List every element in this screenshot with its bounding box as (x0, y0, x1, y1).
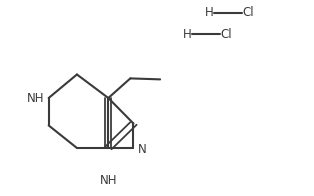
Text: N: N (138, 143, 147, 156)
Text: NH: NH (26, 92, 44, 104)
Text: Cl: Cl (220, 28, 232, 41)
Text: Cl: Cl (242, 6, 254, 19)
Text: H: H (204, 6, 213, 19)
Text: NH: NH (100, 174, 117, 187)
Text: H: H (182, 28, 191, 41)
